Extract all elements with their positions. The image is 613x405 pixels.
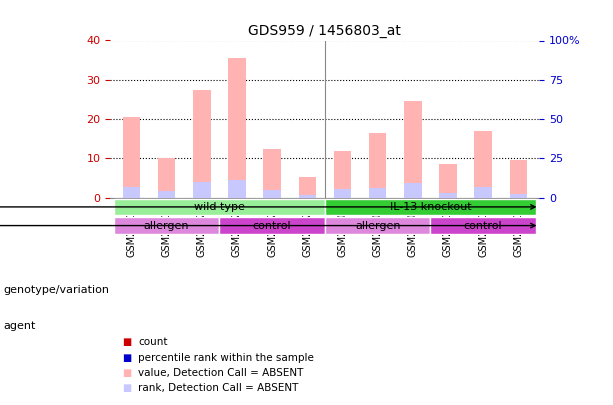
Bar [509, 194, 527, 198]
Text: ■: ■ [123, 353, 132, 362]
Bar [193, 90, 211, 198]
Text: control: control [464, 221, 503, 230]
Bar [439, 164, 457, 198]
Bar [193, 182, 211, 198]
Text: value, Detection Call = ABSENT: value, Detection Call = ABSENT [138, 368, 303, 378]
Bar [333, 189, 351, 198]
Bar [158, 158, 175, 198]
FancyBboxPatch shape [114, 198, 325, 215]
Bar [264, 149, 281, 198]
Bar [439, 193, 457, 198]
Bar [264, 190, 281, 198]
Text: percentile rank within the sample: percentile rank within the sample [138, 353, 314, 362]
Bar [333, 151, 351, 198]
Bar [404, 183, 422, 198]
Bar [369, 133, 386, 198]
Bar [158, 191, 175, 198]
Text: control: control [253, 221, 291, 230]
FancyBboxPatch shape [325, 198, 536, 215]
Bar [474, 187, 492, 198]
Text: ■: ■ [123, 368, 132, 378]
Bar [228, 180, 246, 198]
FancyBboxPatch shape [430, 217, 536, 234]
Bar [474, 131, 492, 198]
Bar [509, 160, 527, 198]
Text: allergen: allergen [144, 221, 189, 230]
FancyBboxPatch shape [114, 217, 219, 234]
Text: ■: ■ [123, 384, 132, 393]
Bar [228, 58, 246, 198]
Bar [404, 101, 422, 198]
Text: genotype/variation: genotype/variation [3, 285, 109, 294]
Title: GDS959 / 1456803_at: GDS959 / 1456803_at [248, 24, 402, 38]
Bar [123, 117, 140, 198]
Bar [369, 188, 386, 198]
Text: count: count [138, 337, 167, 347]
Text: wild type: wild type [194, 202, 245, 212]
Bar [299, 177, 316, 198]
Text: rank, Detection Call = ABSENT: rank, Detection Call = ABSENT [138, 384, 299, 393]
Text: agent: agent [3, 321, 36, 331]
Bar [299, 195, 316, 198]
Text: ■: ■ [123, 337, 132, 347]
FancyBboxPatch shape [325, 217, 430, 234]
Text: IL-13 knockout: IL-13 knockout [390, 202, 471, 212]
Text: allergen: allergen [355, 221, 400, 230]
Bar [123, 187, 140, 198]
FancyBboxPatch shape [219, 217, 325, 234]
